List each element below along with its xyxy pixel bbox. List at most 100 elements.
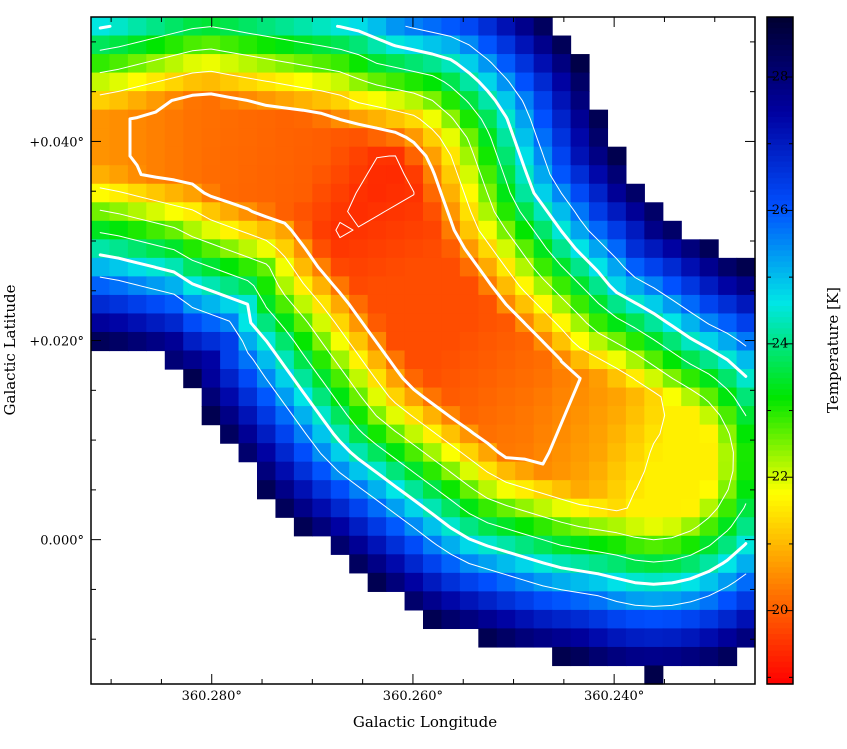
heatmap-cell	[330, 128, 350, 148]
heatmap-cell	[164, 331, 184, 352]
heatmap-cell	[183, 313, 203, 333]
heatmap-cell	[441, 609, 461, 630]
heatmap-cell	[736, 424, 756, 444]
heatmap-cell	[736, 609, 756, 630]
colorbar-segment	[767, 672, 793, 680]
heatmap-cell	[404, 350, 424, 370]
heatmap-cell	[718, 517, 738, 537]
heatmap-cell	[459, 109, 479, 129]
heatmap-cell	[293, 461, 313, 481]
heatmap-cell	[570, 424, 590, 444]
y-tick-label: +0.020°	[29, 335, 84, 350]
heatmap-cell	[496, 257, 516, 277]
heatmap-cell	[607, 424, 627, 444]
heatmap-cell	[662, 276, 682, 296]
y-tick-label: +0.040°	[29, 135, 84, 150]
heatmap-cell	[312, 220, 332, 240]
heatmap-cell	[183, 331, 203, 352]
heatmap-cell	[91, 128, 111, 148]
heatmap-cell	[183, 239, 203, 259]
heatmap-cell	[515, 220, 535, 240]
colorbar-segment	[767, 161, 793, 168]
heatmap-cell	[533, 517, 553, 537]
heatmap-cell	[478, 165, 498, 185]
heatmap-cell	[699, 646, 719, 667]
heatmap-cell	[589, 220, 609, 240]
heatmap-cell	[330, 91, 350, 111]
heatmap-cell	[109, 313, 129, 333]
heatmap-cell	[423, 424, 443, 444]
colorbar-segment	[767, 567, 793, 574]
heatmap-cell	[423, 294, 443, 315]
heatmap-cell	[367, 424, 387, 444]
colorbar-segment	[767, 267, 793, 274]
colorbar-segment	[767, 583, 793, 591]
colorbar-frame	[766, 16, 794, 685]
heatmap-cell	[423, 369, 443, 389]
heatmap-cell	[644, 554, 664, 574]
colorbar-segment	[767, 94, 793, 101]
heatmap-cell	[109, 202, 129, 222]
heatmap-cell	[718, 369, 738, 389]
colorbar	[767, 17, 793, 685]
heatmap-cell	[478, 109, 498, 129]
heatmap-cell	[386, 165, 406, 185]
heatmap-cell	[459, 91, 479, 111]
heatmap-cell	[275, 257, 295, 277]
colorbar-segment	[767, 222, 793, 229]
heatmap-cell	[607, 257, 627, 277]
heatmap-cell	[441, 109, 461, 129]
heatmap-cell	[496, 239, 516, 259]
heatmap-cell	[201, 331, 221, 352]
heatmap-cell	[146, 91, 166, 111]
heatmap-cell	[238, 183, 258, 203]
heatmap-cell	[91, 54, 111, 74]
heatmap-cell	[91, 294, 111, 315]
heatmap-cell	[736, 443, 756, 463]
heatmap-cell	[496, 331, 516, 352]
heatmap-cell	[257, 424, 277, 444]
heatmap-cell	[478, 572, 498, 592]
heatmap-cell	[146, 165, 166, 185]
heatmap-cell	[699, 443, 719, 463]
heatmap-cell	[404, 220, 424, 240]
heatmap-cell	[386, 498, 406, 518]
colorbar-segment	[767, 517, 793, 524]
heatmap-cell	[386, 54, 406, 74]
heatmap-cell	[275, 331, 295, 352]
heatmap-cell	[238, 257, 258, 277]
heatmap-cell	[662, 628, 682, 648]
heatmap-cell	[533, 498, 553, 518]
heatmap-cell	[312, 517, 332, 537]
heatmap-cell	[349, 406, 369, 426]
temperature-contours	[98, 24, 748, 607]
heatmap-cell	[533, 387, 553, 407]
heatmap-cell	[330, 498, 350, 518]
heatmap-cell	[681, 276, 701, 296]
heatmap-cell	[404, 165, 424, 185]
heatmap-cell	[459, 406, 479, 426]
heatmap-cell	[275, 109, 295, 129]
heatmap-cell	[312, 498, 332, 518]
heatmap-cell	[552, 517, 572, 537]
colorbar-segment	[767, 489, 793, 496]
heatmap-cell	[625, 257, 645, 277]
heatmap-cell	[736, 387, 756, 407]
heatmap-cell	[183, 350, 203, 370]
heatmap-cell	[441, 498, 461, 518]
heatmap-cell	[681, 239, 701, 259]
heatmap-cell	[459, 183, 479, 203]
heatmap-cell	[127, 239, 147, 259]
heatmap-cell	[515, 350, 535, 370]
colorbar-segment	[767, 472, 793, 479]
colorbar-segment	[767, 289, 793, 296]
heatmap-cell	[109, 183, 129, 203]
heatmap-cell	[570, 165, 590, 185]
heatmap-cell	[570, 461, 590, 481]
heatmap-cell	[330, 239, 350, 259]
heatmap-cell	[330, 294, 350, 315]
heatmap-cell	[220, 350, 240, 370]
heatmap-cell	[552, 480, 572, 500]
colorbar-segment	[767, 233, 793, 240]
heatmap-cell	[589, 443, 609, 463]
